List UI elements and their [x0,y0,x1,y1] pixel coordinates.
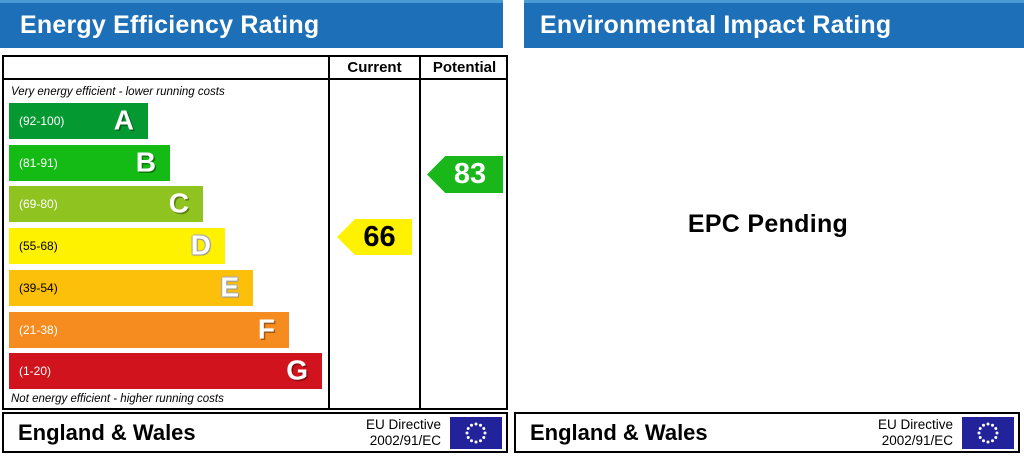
band-row: (21-38) F [9,312,289,348]
current-rating-value: 66 [363,220,396,253]
band-letter: G [286,354,308,386]
eu-directive-text: EU Directive 2002/91/EC [878,417,953,448]
band-range: (55-68) [19,239,58,253]
band-row: (39-54) E [9,270,253,306]
environmental-impact-panel: Environmental Impact Rating EPC Pending … [512,0,1024,457]
eu-directive-line1: EU Directive [877,416,953,432]
band-row: (81-91) B [9,145,170,181]
band-range: (81-91) [19,156,58,170]
band-letter: B [135,146,156,178]
eu-directive-text: EU Directive 2002/91/EC [366,417,441,448]
bottom-note: Not energy efficient - higher running co… [11,393,224,405]
band-letter: E [220,271,239,303]
band-row: (1-20) G [9,353,322,389]
band-letter: A [113,104,134,136]
footer-right: England & Wales EU Directive 2002/91/EC [514,412,1020,453]
epc-pending-text: EPC Pending [687,210,849,238]
band-row: (69-80) C [9,186,203,222]
band-letter: F [257,313,275,345]
band-range: (69-80) [19,197,58,211]
environmental-header-band: Environmental Impact Rating [524,0,1024,48]
energy-panel-title: Energy Efficiency Rating [20,11,320,39]
eu-flag-icon [962,416,1014,449]
eu-flag-icon [450,416,502,449]
band-letter: D [190,229,211,261]
band-range: (1-20) [19,364,52,378]
region-label: England & Wales [18,419,196,445]
band-row: (92-100) A [9,103,148,139]
environmental-panel-title: Environmental Impact Rating [540,11,892,39]
band-row: (55-68) D [9,228,225,264]
top-note: Very energy efficient - lower running co… [11,86,225,98]
eu-directive-line2: 2002/91/EC [881,432,953,448]
band-range: (39-54) [19,281,58,295]
energy-efficiency-panel: Energy Efficiency Rating Current Potenti… [0,0,508,453]
potential-rating-arrow: 83 [427,156,503,193]
current-column-divider [328,55,330,410]
band-range: (21-38) [19,323,58,337]
energy-header-band: Energy Efficiency Rating [0,0,503,48]
eu-directive-line1: EU Directive [365,416,441,432]
band-range: (92-100) [19,114,65,128]
table-header-underline [2,78,508,80]
band-letter: C [168,187,189,219]
current-column-header: Current [347,59,402,76]
potential-rating-value: 83 [453,158,487,190]
region-label: England & Wales [530,419,708,445]
eu-directive-line2: 2002/91/EC [369,432,441,448]
potential-column-divider [419,55,421,410]
footer-left: England & Wales EU Directive 2002/91/EC [2,412,508,453]
potential-column-header: Potential [432,59,497,76]
current-rating-arrow: 66 [337,219,412,255]
